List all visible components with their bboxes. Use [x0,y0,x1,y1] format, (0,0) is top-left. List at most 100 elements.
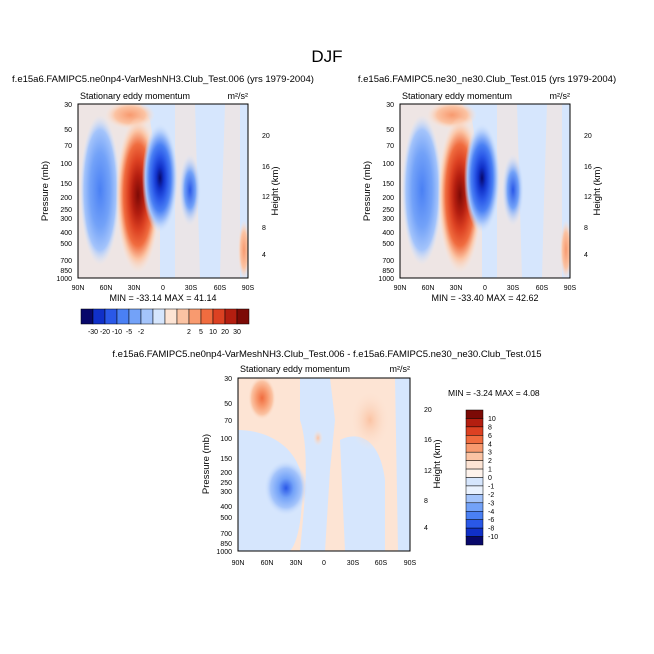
y-tick-label: 300 [382,216,394,223]
y-tick-label: 70 [224,418,232,425]
y-tick-label: 200 [382,195,394,202]
colorbar-swatch [164,308,178,325]
y2-tick-label: 16 [424,437,432,444]
colorbar-swatch [465,485,484,495]
y-tick-label: 850 [382,268,394,275]
panel-3-field [238,378,410,551]
y-tick-label: 200 [220,470,232,477]
panel-3: f.e15a6.FAMIPC5.ne0np4-VarMeshNH3.Club_T… [112,349,541,567]
panel-1: f.e15a6.FAMIPC5.ne0np4-VarMeshNH3.Club_T… [12,74,314,303]
y-tick-label: 500 [382,241,394,248]
colorbar-label: -5 [126,329,132,336]
panel-1-title: f.e15a6.FAMIPC5.ne0np4-VarMeshNH3.Club_T… [12,74,314,85]
colorbar-label: -2 [488,492,494,499]
colorbar-label: 5 [199,329,203,336]
colorbar-label: -6 [488,517,494,524]
panel-1-y2label: Height (km) [270,166,281,215]
y-tick-label: 30 [64,102,72,109]
x-tick-label: 30N [290,560,303,567]
x-tick-label: 0 [322,560,326,567]
panel-3-ylabel: Pressure (mb) [201,434,212,494]
colorbar-swatch [465,443,484,453]
y-tick-label: 70 [64,143,72,150]
colorbar-swatch [188,308,202,325]
y2-tick-label: 8 [584,225,588,232]
colorbar-label: -10 [488,534,498,541]
colorbar-swatch [465,426,484,436]
panel-3-title: f.e15a6.FAMIPC5.ne0np4-VarMeshNH3.Club_T… [112,349,541,360]
y-tick-label: 1000 [378,276,394,283]
panel-2-units: m²/s² [550,91,571,101]
panel-2-subtitle: Stationary eddy momentum [402,91,512,101]
panel-2-stats: MIN = -33.40 MAX = 42.62 [431,293,538,303]
colorbar-swatch [465,502,484,512]
x-tick-label: 90S [242,285,255,292]
panel-1-units: m²/s² [228,91,249,101]
y-tick-label: 100 [382,161,394,168]
x-tick-label: 60N [261,560,274,567]
y2-tick-label: 20 [262,133,270,140]
y-tick-label: 100 [60,161,72,168]
colorbar-label: -4 [488,509,494,516]
panel-1-x-ticks: 90N 60N 30N 0 30S 60S 90S [72,285,255,292]
colorbar-label: -2 [138,329,144,336]
colorbar-label: 10 [209,329,217,336]
x-tick-label: 30S [347,560,360,567]
colorbar-swatch [465,460,484,470]
panel-3-y-ticks: 30 50 70 100 150 200 250 300 400 500 700… [216,376,232,556]
x-tick-label: 60S [536,285,549,292]
y2-tick-label: 4 [262,252,266,259]
x-tick-label: 0 [161,285,165,292]
colorbar-label: -8 [488,526,494,533]
y-tick-label: 700 [382,258,394,265]
panel-3-subtitle: Stationary eddy momentum [240,364,350,374]
y2-tick-label: 12 [584,194,592,201]
x-tick-label: 30S [185,285,198,292]
y2-tick-label: 4 [424,525,428,532]
colorbar-swatch [200,308,214,325]
y2-tick-label: 12 [262,194,270,201]
x-tick-label: 30N [450,285,463,292]
x-tick-label: 90S [404,560,417,567]
panel-2-field [400,104,570,278]
colorbar-swatch [465,511,484,520]
colorbar-label: 8 [488,424,492,431]
x-tick-label: 60S [375,560,388,567]
panel-1-subtitle: Stationary eddy momentum [80,91,190,101]
colorbar-swatch [465,468,484,478]
colorbar-swatch [104,308,118,325]
y2-tick-label: 20 [424,407,432,414]
colorbar-swatch [128,308,142,325]
x-tick-label: 90N [72,285,85,292]
colorbar-label: 2 [187,329,191,336]
y-tick-label: 1000 [56,276,72,283]
y-tick-label: 1000 [216,549,232,556]
y-tick-label: 250 [220,480,232,487]
y-tick-label: 100 [220,436,232,443]
panel-3-y2-ticks: 20 16 12 8 4 [424,407,432,532]
colorbar-swatch [465,451,484,461]
panel-2-y2-ticks: 20 16 12 8 4 [584,133,592,259]
colorbar-label: 10 [488,416,496,423]
y-tick-label: 200 [60,195,72,202]
panel-1-stats: MIN = -33.14 MAX = 41.14 [109,293,216,303]
x-tick-label: 0 [483,285,487,292]
y-tick-label: 700 [60,258,72,265]
y-tick-label: 850 [220,541,232,548]
y2-tick-label: 16 [262,164,270,171]
colorbar-swatch [80,308,94,325]
panel-2-title: f.e15a6.FAMIPC5.ne30_ne30.Club_Test.015 … [358,74,616,85]
colorbar-label: 1 [488,467,492,474]
y-tick-label: 70 [386,143,394,150]
y-tick-label: 400 [382,230,394,237]
x-tick-label: 30N [128,285,141,292]
colorbar-label: 3 [488,450,492,457]
panel-3-x-ticks: 90N 60N 30N 0 30S 60S 90S [232,560,417,567]
colorbar-swatch [465,527,484,537]
y2-tick-label: 8 [424,498,428,505]
colorbar-label: 2 [488,458,492,465]
x-tick-label: 60S [214,285,227,292]
y-tick-label: 400 [220,504,232,511]
x-tick-label: 90N [232,560,245,567]
